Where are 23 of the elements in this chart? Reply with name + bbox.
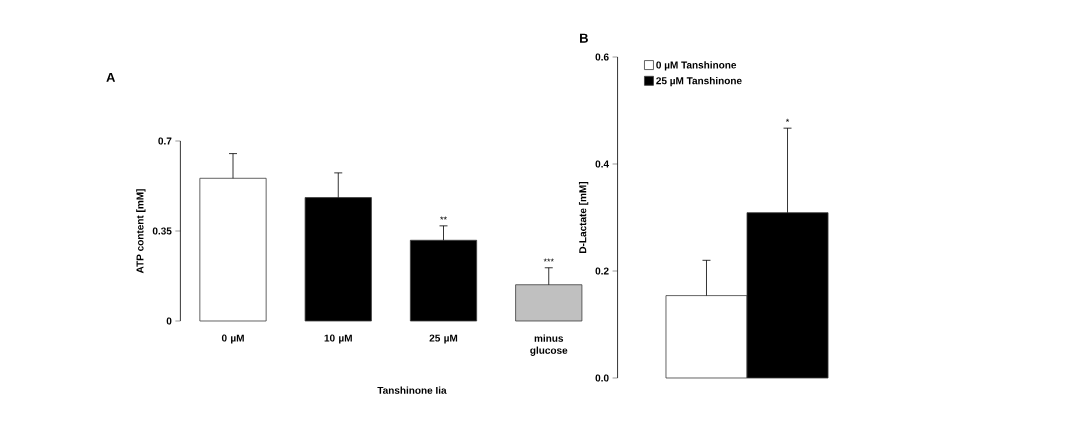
y-tick-label: 0 — [166, 317, 172, 325]
chart-title: A — [106, 72, 116, 82]
y-tick-label: 0.6 — [595, 53, 609, 61]
data-label: *** — [543, 258, 554, 262]
x-tick-label: 10 µM — [324, 334, 352, 344]
y-tick-label: 0.35 — [152, 227, 172, 235]
x-tick-label: 25 µM — [429, 334, 458, 344]
y-tick-label: 0.7 — [158, 137, 172, 145]
bar — [515, 284, 583, 322]
y-tick-label: 0.2 — [595, 267, 609, 275]
legend-label: 25 µM Tanshinone — [656, 76, 742, 87]
legend-label: 0 µM Tanshinone — [656, 61, 737, 71]
x-tick-label: minus glucose — [530, 334, 568, 356]
chart-title: B — [580, 33, 588, 43]
x-tick-label: 0 µM — [221, 334, 244, 344]
y-tick-label: 0.4 — [595, 160, 609, 168]
x-axis-title: Tanshinone Iia — [377, 386, 447, 394]
y-axis-title: D-Lactate [mM] — [578, 181, 589, 253]
y-tick-label: 0.0 — [595, 374, 609, 382]
annotation: * — [785, 118, 790, 122]
data-label: ** — [440, 216, 447, 220]
y-axis-title: ATP content [mM] — [136, 189, 146, 274]
bar — [199, 177, 267, 322]
